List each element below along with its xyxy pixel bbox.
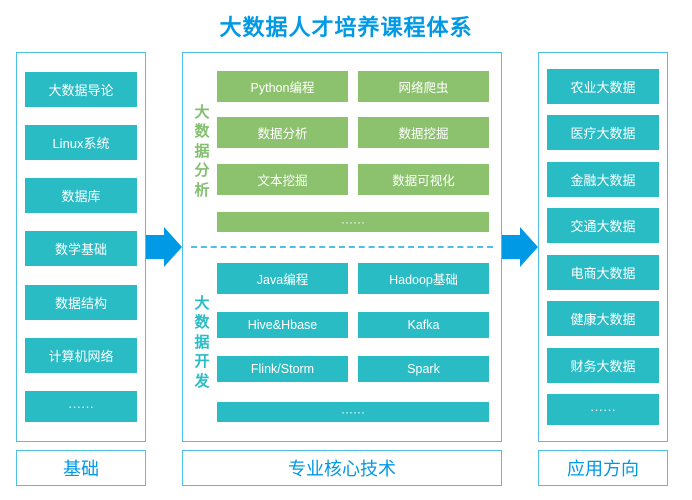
vertical-label-analysis: 大数据分析: [191, 61, 213, 242]
list-item: 医疗大数据: [547, 115, 659, 150]
arrow-right-icon: [146, 227, 182, 267]
ellipsis-bar: ······: [217, 402, 489, 422]
list-item: ······: [25, 391, 137, 422]
footer-labels: 基础 专业核心技术 应用方向: [16, 450, 676, 486]
arrow-left-to-mid: [146, 52, 182, 442]
arrow-right-icon: [502, 227, 538, 267]
column-core-tech: 大数据分析 Python编程 网络爬虫 数据分析 数据挖掘 文本挖掘 数据可视化…: [182, 52, 502, 442]
dev-grid: Java编程 Hadoop基础 Hive&Hbase Kafka Flink/S…: [213, 252, 493, 433]
course-cell: 文本挖掘: [217, 164, 348, 195]
course-cell: Spark: [358, 356, 489, 382]
list-item: 数据库: [25, 178, 137, 213]
list-item: 大数据导论: [25, 72, 137, 107]
section-data-analysis: 大数据分析 Python编程 网络爬虫 数据分析 数据挖掘 文本挖掘 数据可视化…: [191, 61, 493, 242]
course-cell: Kafka: [358, 312, 489, 338]
column-applications: 农业大数据 医疗大数据 金融大数据 交通大数据 电商大数据 健康大数据 财务大数…: [538, 52, 668, 442]
course-cell: Python编程: [217, 71, 348, 102]
list-item: 计算机网络: [25, 338, 137, 373]
arrow-mid-to-right: [502, 52, 538, 442]
list-item: 农业大数据: [547, 69, 659, 104]
course-cell: 网络爬虫: [358, 71, 489, 102]
course-cell: 数据可视化: [358, 164, 489, 195]
course-cell: Java编程: [217, 263, 348, 294]
dashed-divider: [191, 246, 493, 248]
list-item: 健康大数据: [547, 301, 659, 336]
label-apps: 应用方向: [538, 450, 668, 486]
course-cell: Hadoop基础: [358, 263, 489, 294]
vertical-label-dev: 大数据开发: [191, 252, 213, 433]
list-item: 数学基础: [25, 231, 137, 266]
course-cell: Hive&Hbase: [217, 312, 348, 338]
list-item: 数据结构: [25, 285, 137, 320]
list-item: 电商大数据: [547, 255, 659, 290]
list-item: ······: [547, 394, 659, 425]
course-cell: 数据挖掘: [358, 117, 489, 148]
list-item: 交通大数据: [547, 208, 659, 243]
label-basics: 基础: [16, 450, 146, 486]
label-core: 专业核心技术: [182, 450, 502, 486]
section-data-dev: 大数据开发 Java编程 Hadoop基础 Hive&Hbase Kafka F…: [191, 252, 493, 433]
list-item: Linux系统: [25, 125, 137, 160]
main-title: 大数据人才培养课程体系: [16, 10, 676, 42]
list-item: 金融大数据: [547, 162, 659, 197]
analysis-grid: Python编程 网络爬虫 数据分析 数据挖掘 文本挖掘 数据可视化 ·····…: [213, 61, 493, 242]
course-cell: 数据分析: [217, 117, 348, 148]
ellipsis-bar: ······: [217, 212, 489, 232]
diagram-container: 大数据导论 Linux系统 数据库 数学基础 数据结构 计算机网络 ······…: [16, 52, 676, 442]
column-basics: 大数据导论 Linux系统 数据库 数学基础 数据结构 计算机网络 ······: [16, 52, 146, 442]
list-item: 财务大数据: [547, 348, 659, 383]
course-cell: Flink/Storm: [217, 356, 348, 382]
